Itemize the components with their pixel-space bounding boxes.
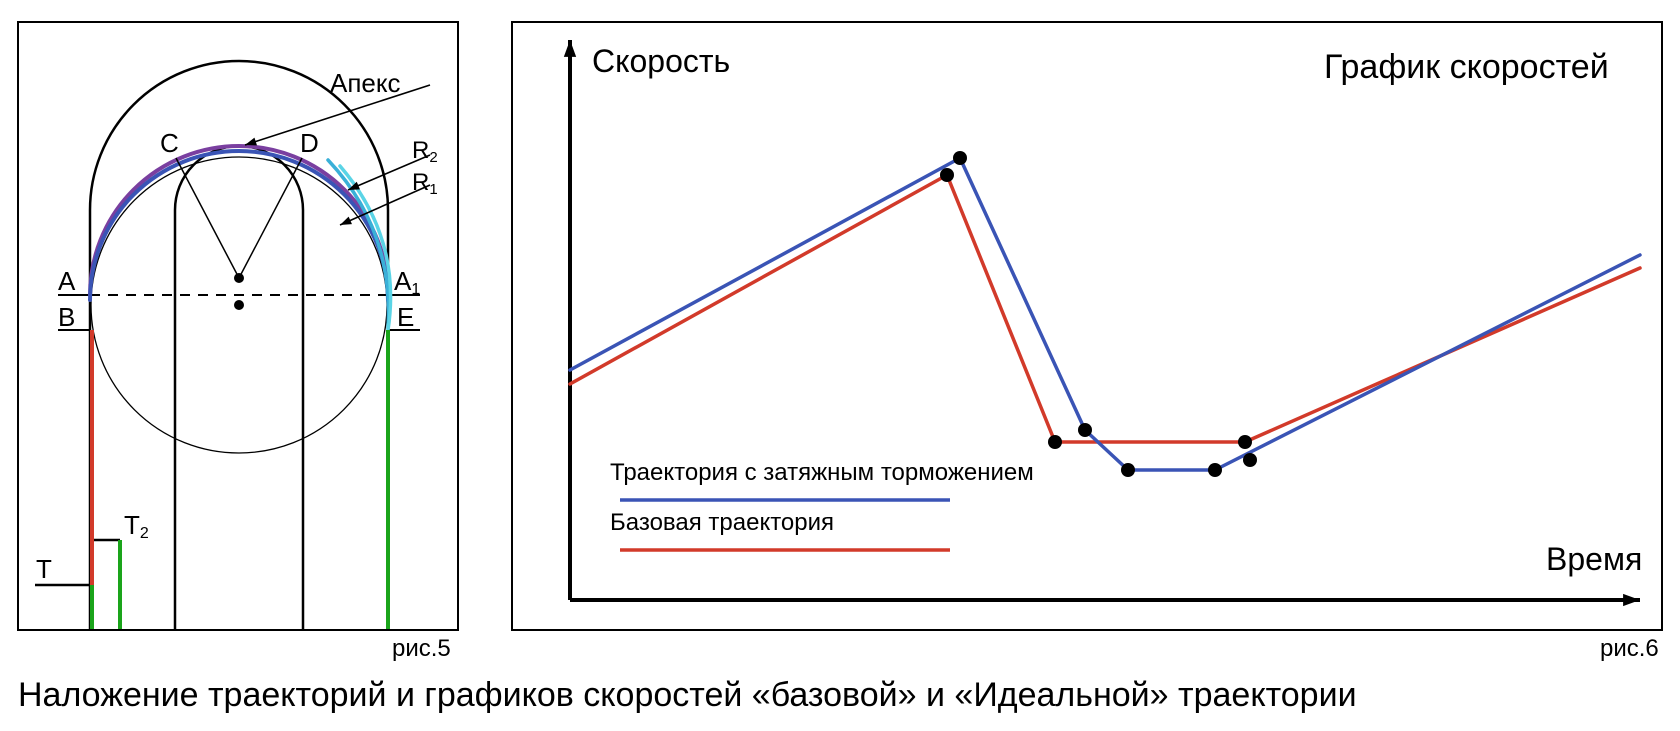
svg-text:C: C — [160, 128, 179, 158]
figure-container: АпексR2R1CDAA1BETT2рис.5СкоростьГрафик с… — [0, 0, 1680, 726]
svg-text:Траектория с затяжным торможен: Траектория с затяжным торможением — [610, 459, 1034, 486]
svg-text:A: A — [58, 266, 76, 296]
svg-text:B: B — [58, 302, 75, 332]
svg-text:Апекс: Апекс — [330, 68, 401, 98]
svg-text:D: D — [300, 128, 319, 158]
svg-text:рис.6: рис.6 — [1600, 635, 1659, 662]
svg-text:Базовая траектория: Базовая траектория — [610, 509, 834, 536]
svg-text:Скорость: Скорость — [592, 43, 730, 79]
svg-text:T: T — [36, 554, 52, 584]
svg-text:E: E — [397, 302, 414, 332]
figure-svg: АпексR2R1CDAA1BETT2рис.5СкоростьГрафик с… — [0, 0, 1680, 726]
svg-text:рис.5: рис.5 — [392, 635, 451, 662]
svg-text:Время: Время — [1546, 541, 1642, 577]
panel-right: Скорость График скоростей Время Траектория … — [512, 22, 1662, 630]
svg-text:График скоростей: График скоростей — [1324, 48, 1609, 86]
panel-left: АпексR2R1CDAA1BETT2 — [18, 22, 458, 630]
svg-text:Наложение траекторий и графико: Наложение траекторий и графиков скоросте… — [18, 676, 1357, 714]
